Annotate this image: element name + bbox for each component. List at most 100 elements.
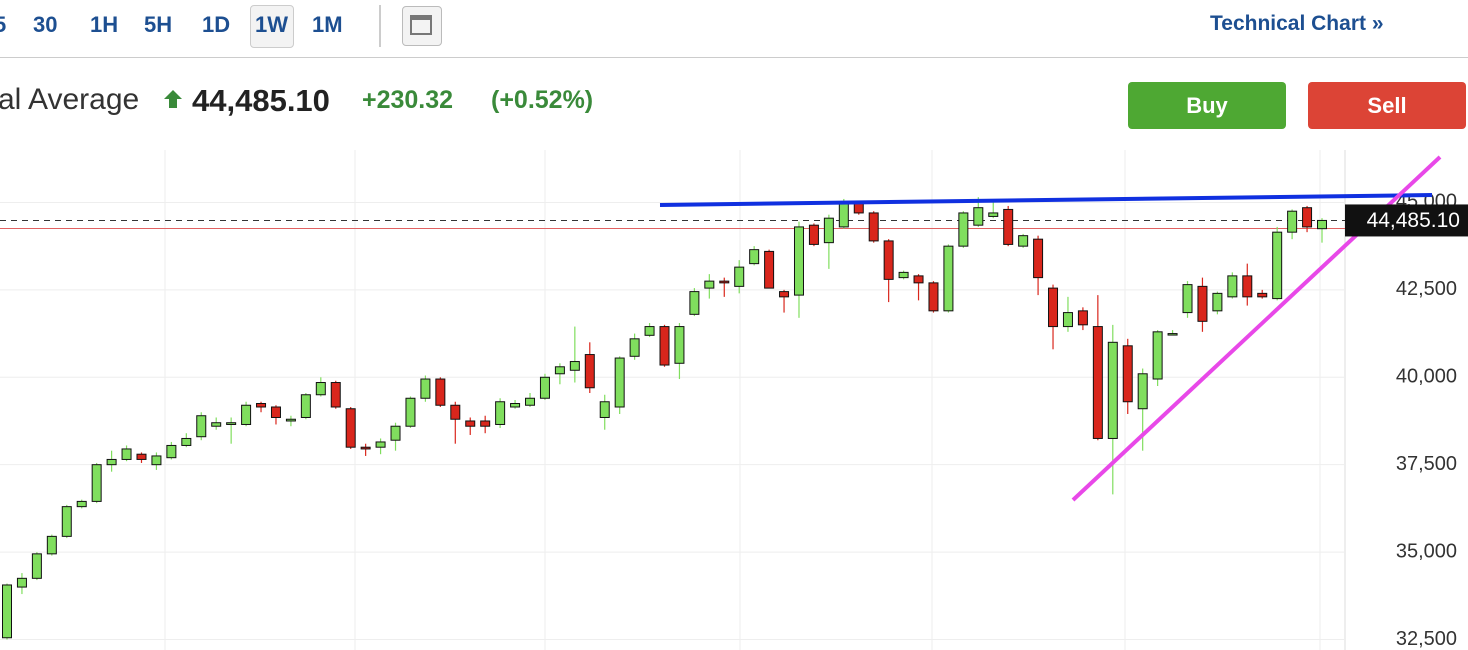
candle [599,394,610,430]
timeframe[interactable]: 1M [312,12,343,37]
candle-body [166,444,177,459]
candle [106,450,117,472]
candle-body [1257,292,1268,298]
candle [375,438,386,455]
candle-body [1062,312,1073,328]
layout-icon[interactable] [402,6,442,46]
grid [164,150,1346,650]
candle-body [510,402,521,408]
candle [495,398,506,428]
buy-button[interactable]: Buy [1128,82,1286,129]
candle-body [1212,292,1223,312]
candle [121,445,132,462]
candle [689,288,700,317]
timeframe[interactable]: 1D [202,12,231,37]
candle-body [838,201,849,228]
timeframe[interactable]: 5 [0,12,7,37]
candle [1317,218,1327,243]
candle [435,377,446,407]
candle [793,221,804,318]
candle-body [330,382,341,408]
candle [196,412,207,441]
candle [345,406,356,449]
candle-body [958,212,969,247]
candle [1287,209,1298,240]
candle-body [420,378,431,399]
candle-body [360,446,371,450]
candle-body [1272,231,1283,300]
candle [808,223,819,247]
candle-body [734,266,745,287]
sell-button[interactable]: Sell [1308,82,1466,129]
candle [1048,284,1059,350]
candle [1242,263,1253,306]
candle-body [2,584,12,639]
candle [360,443,371,456]
resistance-line [659,193,1433,207]
timeframe[interactable]: 1W [255,12,288,37]
technical-chart-link[interactable]: Technical Chart » [1210,12,1384,35]
candle [1122,338,1133,414]
candle-body [1302,207,1313,228]
y-tick-label: 37,500 [1396,453,1457,475]
candle-body [554,366,565,375]
candle [1197,277,1208,332]
candle [420,375,431,402]
candle-body [181,437,192,446]
candle [46,534,57,556]
candle [928,281,939,313]
candle-body [584,354,595,389]
candle [510,400,521,409]
candle-body [1227,275,1238,298]
candle-body [435,378,446,406]
candle [764,249,775,289]
candle [300,393,311,420]
candle [614,356,625,414]
candle-body [1092,326,1103,439]
candle-body [450,404,461,420]
candle-body [659,326,670,366]
divider [0,57,1468,58]
candle-body [943,245,954,312]
candle [659,324,670,367]
candle [779,289,790,313]
candle-body [973,207,984,226]
candle-body [719,280,730,284]
candle [1033,235,1044,296]
timeframe[interactable]: 30 [33,12,58,37]
candle [958,211,969,248]
candle [1167,330,1178,336]
y-tick-label: 42,500 [1396,278,1457,300]
candle [525,393,536,407]
timeframe[interactable]: 1H [90,12,119,37]
candle-body [674,326,685,364]
candle-body [1018,235,1029,247]
candle [1227,272,1238,299]
candle-body [285,418,296,422]
candle-body [61,506,72,537]
candle [330,380,341,409]
candle-body [136,453,147,460]
candle [16,573,27,595]
candle-body [1197,285,1208,322]
candle-body [1048,287,1059,328]
candle-body [16,577,27,588]
candle-body [211,422,222,427]
candle [256,401,267,413]
index-name: al Average [0,83,140,116]
candle [749,246,760,266]
candle [734,260,745,294]
candle-body [405,397,416,427]
candle [868,211,879,243]
timeframe[interactable]: 5H [144,12,173,37]
candle-body [375,441,386,448]
candle [644,323,655,338]
candle [76,499,87,509]
candle [2,583,12,640]
candle [823,214,834,269]
candle [136,452,147,463]
candle-body [121,448,132,460]
candle [226,417,237,444]
candle [1107,324,1118,495]
